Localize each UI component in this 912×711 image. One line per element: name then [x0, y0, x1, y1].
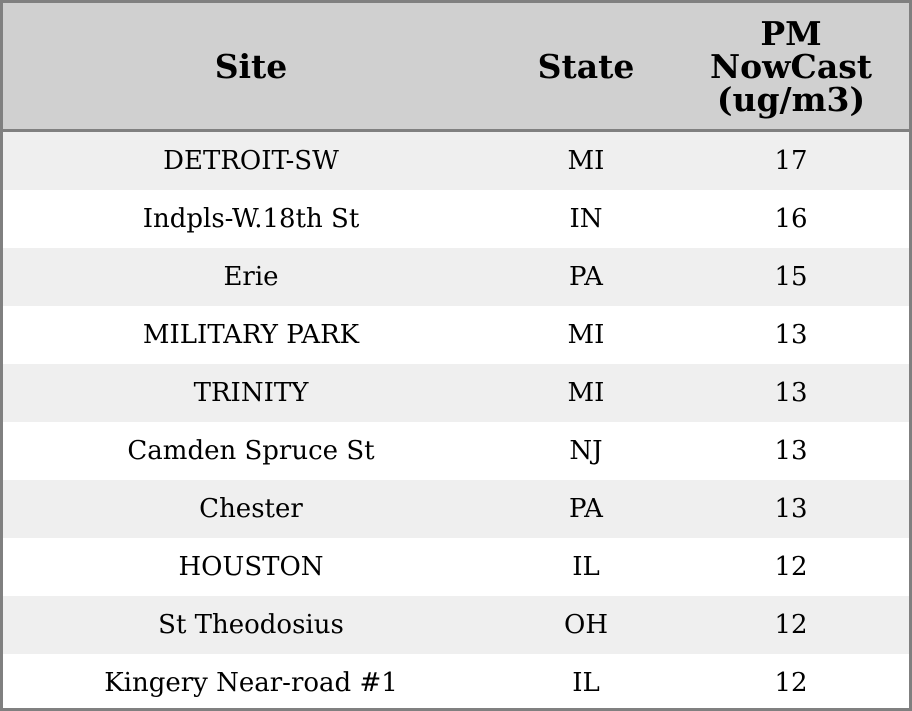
- cell-site: Camden Spruce St: [3, 422, 499, 480]
- header-pm-nowcast: PM NowCast (ug/m3): [673, 3, 909, 132]
- header-row: Site State PM NowCast (ug/m3): [3, 3, 909, 132]
- table-row: Erie PA 15: [3, 248, 909, 306]
- table-header: Site State PM NowCast (ug/m3): [3, 3, 909, 132]
- table-row: Camden Spruce St NJ 13: [3, 422, 909, 480]
- cell-state: IL: [499, 538, 673, 596]
- header-pm-line-3: (ug/m3): [716, 79, 866, 119]
- cell-state: PA: [499, 248, 673, 306]
- header-pm-line-2: NowCast: [709, 46, 873, 86]
- cell-pm: 12: [673, 538, 909, 596]
- header-pm-line-1: PM: [760, 13, 822, 53]
- header-state: State: [499, 3, 673, 132]
- table-row: St Theodosius OH 12: [3, 596, 909, 654]
- cell-state: OH: [499, 596, 673, 654]
- cell-state: MI: [499, 306, 673, 364]
- table-row: HOUSTON IL 12: [3, 538, 909, 596]
- cell-pm: 13: [673, 422, 909, 480]
- cell-state: PA: [499, 480, 673, 538]
- cell-site: Kingery Near-road #1: [3, 654, 499, 708]
- table-row: DETROIT-SW MI 17: [3, 130, 909, 190]
- table-body: DETROIT-SW MI 17 Indpls-W.18th St IN 16 …: [3, 130, 909, 708]
- cell-state: MI: [499, 130, 673, 190]
- cell-pm: 15: [673, 248, 909, 306]
- cell-site: Erie: [3, 248, 499, 306]
- cell-pm: 13: [673, 306, 909, 364]
- table-row: Kingery Near-road #1 IL 12: [3, 654, 909, 708]
- cell-state: IL: [499, 654, 673, 708]
- cell-pm: 12: [673, 654, 909, 708]
- table-row: Chester PA 13: [3, 480, 909, 538]
- cell-site: DETROIT-SW: [3, 130, 499, 190]
- cell-pm: 13: [673, 480, 909, 538]
- cell-pm: 12: [673, 596, 909, 654]
- cell-state: MI: [499, 364, 673, 422]
- cell-site: HOUSTON: [3, 538, 499, 596]
- cell-state: IN: [499, 190, 673, 248]
- header-site: Site: [3, 3, 499, 132]
- cell-pm: 16: [673, 190, 909, 248]
- cell-pm: 13: [673, 364, 909, 422]
- table-row: MILITARY PARK MI 13: [3, 306, 909, 364]
- pm-nowcast-table: Site State PM NowCast (ug/m3) DETROIT-SW…: [3, 3, 909, 708]
- cell-site: Indpls-W.18th St: [3, 190, 499, 248]
- table-row: Indpls-W.18th St IN 16: [3, 190, 909, 248]
- cell-site: MILITARY PARK: [3, 306, 499, 364]
- table-row: TRINITY MI 13: [3, 364, 909, 422]
- cell-site: St Theodosius: [3, 596, 499, 654]
- cell-site: TRINITY: [3, 364, 499, 422]
- cell-pm: 17: [673, 130, 909, 190]
- cell-site: Chester: [3, 480, 499, 538]
- cell-state: NJ: [499, 422, 673, 480]
